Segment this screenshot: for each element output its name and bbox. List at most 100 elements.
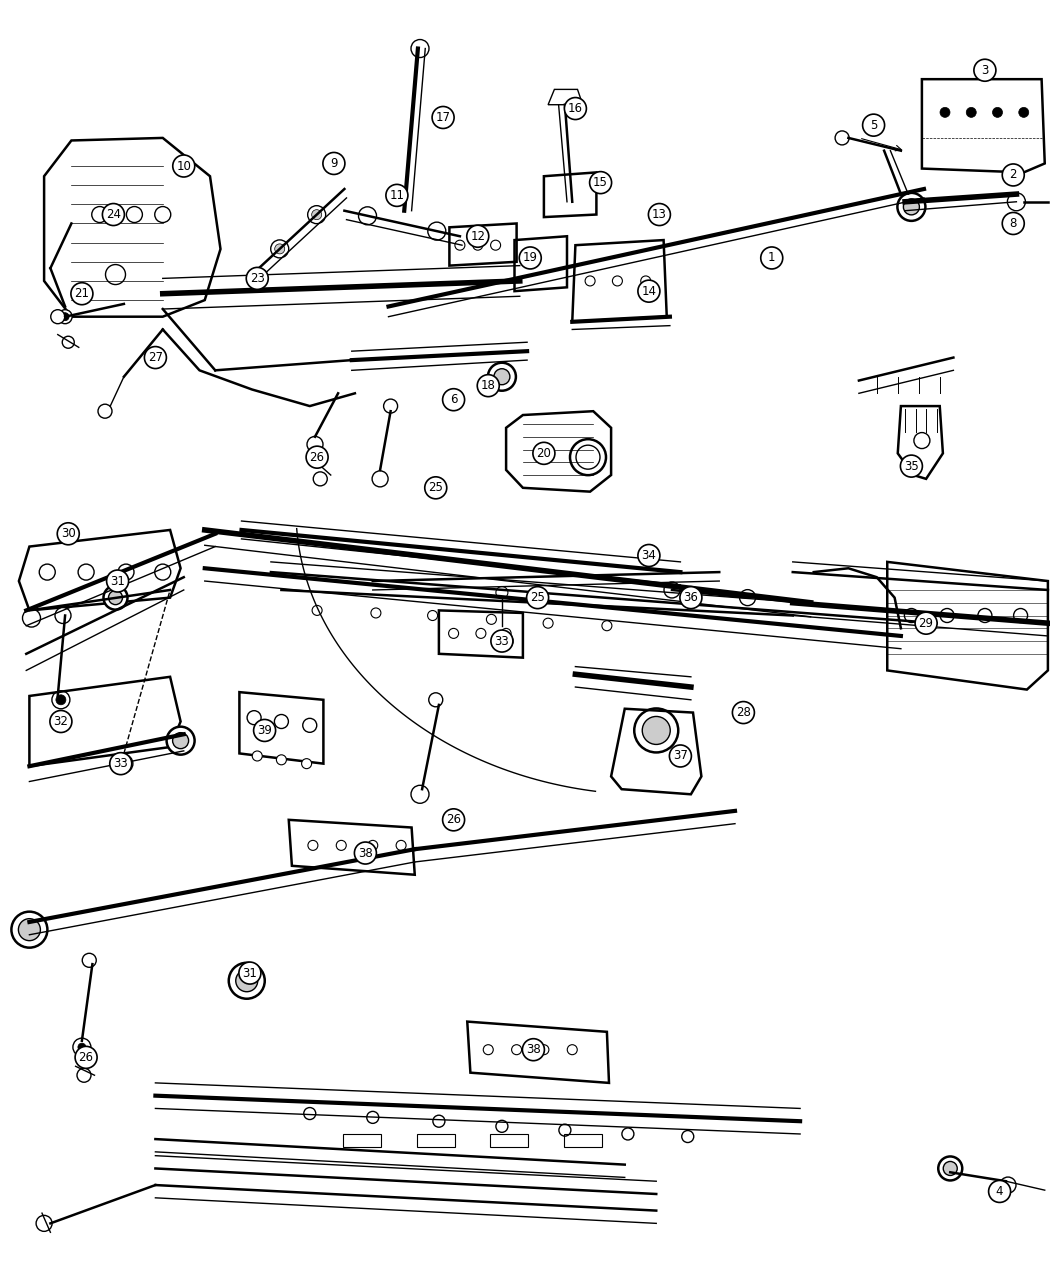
Circle shape (490, 240, 501, 250)
Circle shape (103, 203, 124, 226)
Text: 26: 26 (446, 813, 461, 826)
Circle shape (145, 346, 166, 369)
Circle shape (276, 755, 287, 765)
Circle shape (640, 276, 651, 286)
Circle shape (308, 206, 326, 223)
Circle shape (383, 400, 398, 412)
Circle shape (443, 388, 464, 411)
Text: 4: 4 (995, 1185, 1004, 1198)
Text: 26: 26 (310, 451, 324, 464)
Circle shape (247, 267, 268, 290)
Circle shape (428, 693, 443, 706)
Text: 25: 25 (428, 481, 443, 494)
Text: 26: 26 (79, 1051, 93, 1064)
Circle shape (539, 1045, 549, 1055)
Circle shape (307, 446, 328, 469)
Text: 19: 19 (523, 252, 538, 264)
Circle shape (22, 609, 41, 627)
Circle shape (239, 962, 260, 985)
Circle shape (901, 455, 922, 478)
Circle shape (396, 840, 406, 850)
Text: 16: 16 (568, 102, 583, 115)
Circle shape (50, 710, 71, 733)
Circle shape (486, 614, 497, 624)
Circle shape (602, 621, 612, 631)
Circle shape (427, 222, 446, 240)
Text: 29: 29 (919, 617, 933, 630)
Text: 30: 30 (61, 527, 76, 540)
Circle shape (371, 608, 381, 618)
Circle shape (312, 209, 321, 220)
Circle shape (108, 591, 123, 604)
Circle shape (992, 107, 1003, 117)
Circle shape (476, 628, 486, 638)
Circle shape (511, 1045, 522, 1055)
Circle shape (114, 755, 133, 773)
Circle shape (863, 114, 884, 137)
Circle shape (1003, 212, 1024, 235)
Circle shape (19, 918, 40, 941)
Circle shape (98, 405, 112, 418)
Text: 39: 39 (257, 724, 272, 737)
Circle shape (565, 97, 586, 120)
Circle shape (77, 1069, 91, 1082)
Circle shape (323, 152, 344, 175)
Circle shape (425, 476, 446, 499)
Text: 23: 23 (250, 272, 265, 285)
Circle shape (254, 719, 275, 742)
Circle shape (372, 471, 388, 487)
Circle shape (520, 246, 541, 269)
Text: 18: 18 (481, 379, 496, 392)
Text: 35: 35 (904, 460, 919, 472)
Circle shape (56, 695, 66, 705)
Text: 33: 33 (113, 757, 128, 770)
Circle shape (236, 969, 257, 992)
Circle shape (301, 759, 312, 769)
Circle shape (55, 608, 71, 623)
Text: 21: 21 (75, 287, 89, 300)
Circle shape (72, 1038, 91, 1056)
Circle shape (761, 246, 782, 269)
Text: 14: 14 (642, 285, 656, 298)
Circle shape (501, 628, 511, 638)
Circle shape (1007, 193, 1026, 211)
Circle shape (455, 240, 465, 250)
Circle shape (664, 582, 680, 598)
Text: 11: 11 (390, 189, 404, 202)
Circle shape (368, 840, 378, 850)
Text: 28: 28 (736, 706, 751, 719)
Circle shape (433, 106, 454, 129)
Circle shape (585, 276, 595, 286)
Text: 38: 38 (358, 847, 373, 859)
Text: 36: 36 (684, 591, 698, 604)
Text: 9: 9 (330, 157, 338, 170)
Circle shape (835, 132, 849, 144)
Text: 38: 38 (526, 1043, 541, 1056)
Circle shape (638, 280, 659, 303)
Circle shape (107, 570, 128, 593)
Circle shape (903, 199, 920, 215)
Text: 24: 24 (106, 208, 121, 221)
Circle shape (275, 244, 285, 254)
Circle shape (533, 442, 554, 465)
Circle shape (496, 586, 508, 599)
Circle shape (612, 276, 623, 286)
Circle shape (966, 107, 976, 117)
Circle shape (78, 1043, 86, 1051)
Circle shape (733, 701, 754, 724)
Circle shape (443, 808, 464, 831)
Circle shape (478, 374, 499, 397)
Text: 13: 13 (652, 208, 667, 221)
Circle shape (51, 691, 70, 709)
Circle shape (307, 437, 323, 452)
Text: 37: 37 (673, 750, 688, 762)
Circle shape (36, 1216, 52, 1231)
Circle shape (58, 522, 79, 545)
Circle shape (1000, 1177, 1016, 1193)
Circle shape (898, 193, 925, 221)
Circle shape (634, 709, 678, 752)
Circle shape (167, 727, 194, 755)
Circle shape (483, 1045, 493, 1055)
Circle shape (527, 586, 548, 609)
Text: 8: 8 (1009, 217, 1017, 230)
